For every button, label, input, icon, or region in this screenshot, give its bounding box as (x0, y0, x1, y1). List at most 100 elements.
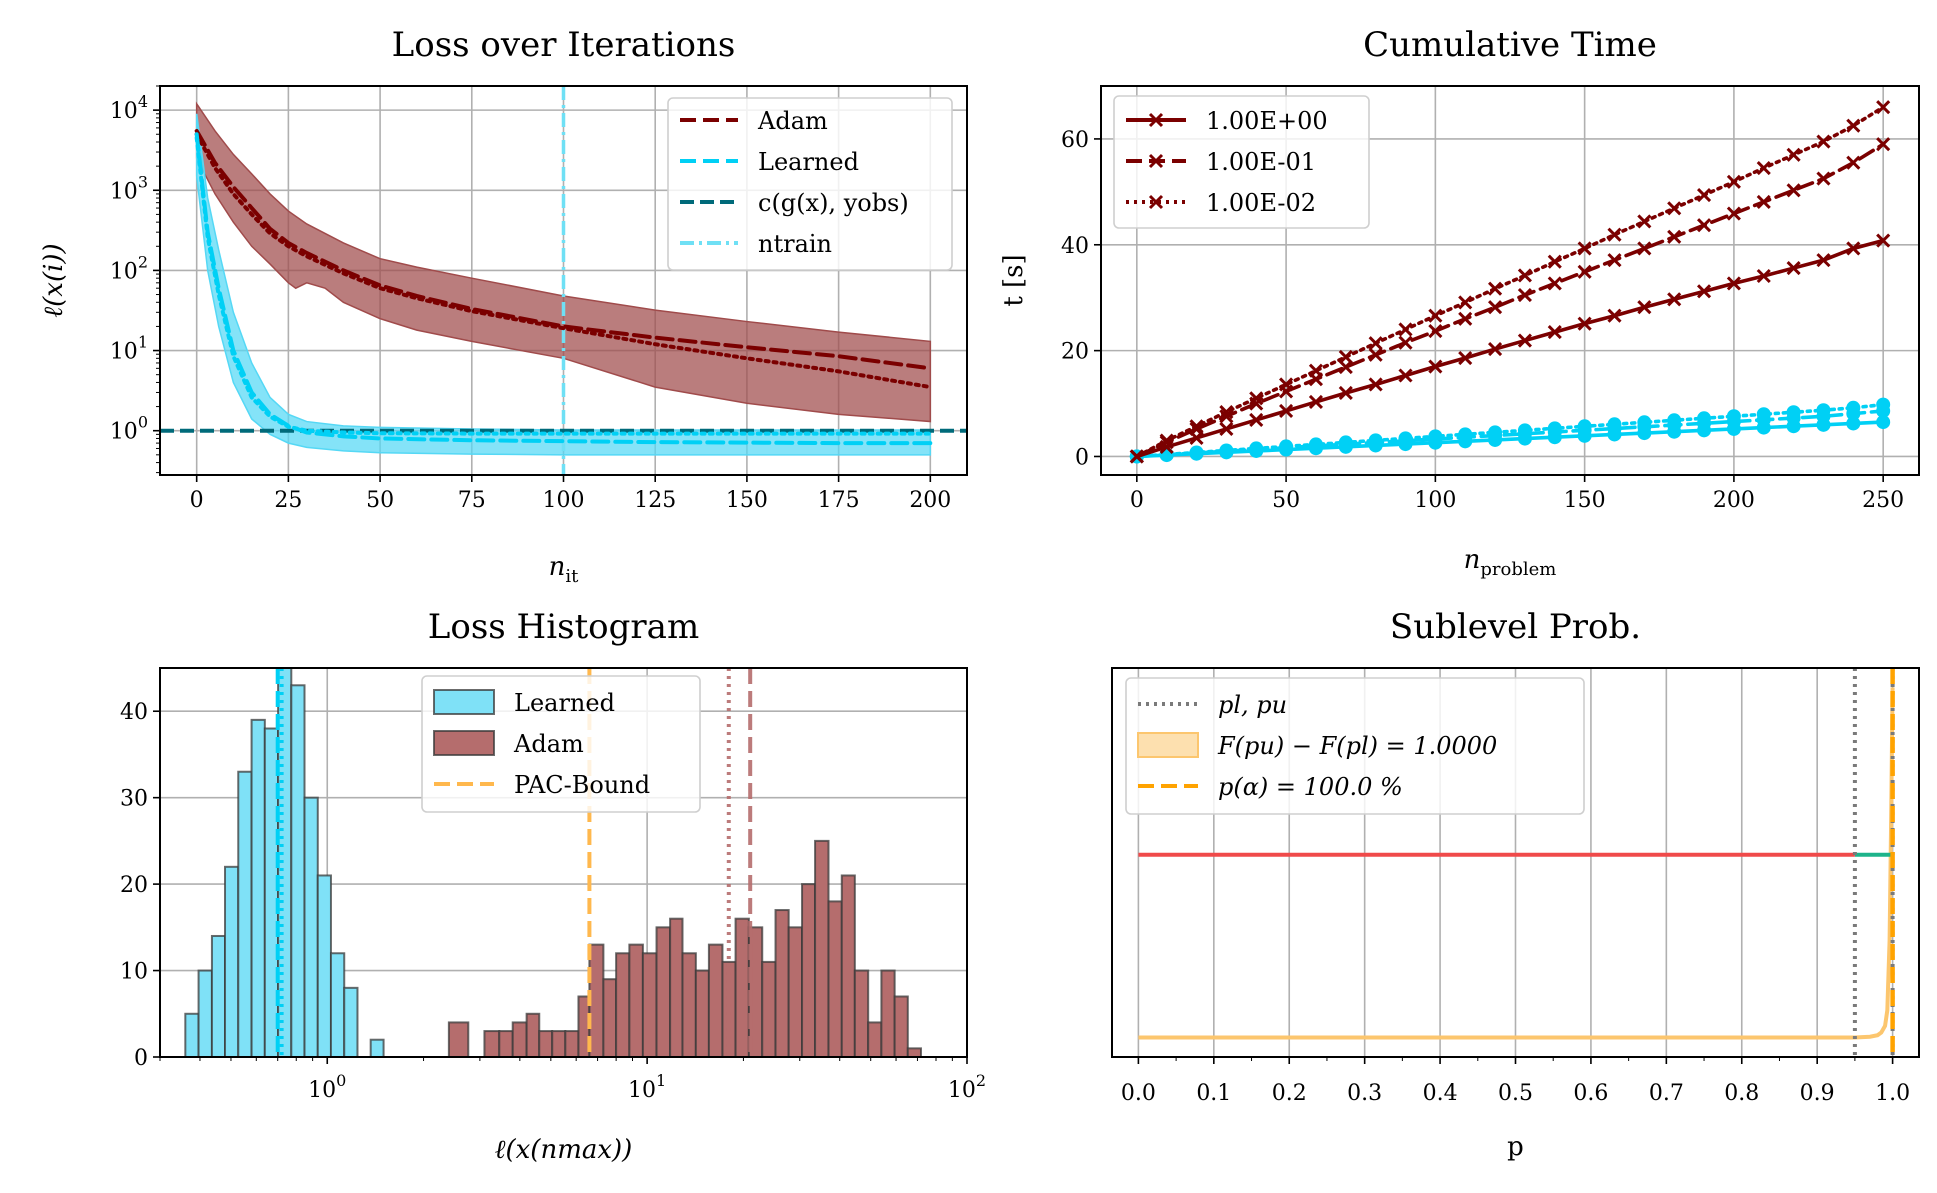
learned-band (195, 113, 932, 456)
x-tick-label: 175 (818, 488, 860, 513)
data-point (1696, 284, 1712, 299)
histogram-bar (316, 874, 332, 1057)
data-point (1517, 333, 1532, 348)
data-point (1577, 264, 1592, 279)
y-tick-label: 20 (1061, 340, 1089, 365)
y-tick-label: 40 (120, 700, 148, 725)
data-point (1577, 316, 1592, 331)
data-point (1308, 363, 1324, 378)
data-point (1159, 433, 1174, 448)
histogram-bar (551, 1030, 567, 1057)
x-tick-label: 200 (909, 488, 951, 513)
data-point (1458, 311, 1473, 326)
panel-title: Loss Histogram (428, 607, 699, 647)
x-tick-label: 50 (1272, 488, 1300, 513)
histogram-bar (483, 1030, 501, 1057)
data-point (1488, 300, 1503, 315)
y-tick-label: 40 (1061, 234, 1089, 259)
data-point (1696, 218, 1712, 233)
histogram-bar (840, 874, 856, 1057)
data-point (1756, 268, 1771, 284)
x-axis-label: nproblem (1464, 545, 1557, 580)
tick-exponent: 1 (138, 333, 148, 352)
x-tick-label: 50 (366, 488, 394, 513)
histogram-bar (602, 978, 618, 1057)
histogram-bar (210, 934, 227, 1057)
legend-label: pl, pu (1218, 691, 1287, 719)
x-tick-label: 100 (308, 1071, 346, 1103)
histogram-bar (538, 1030, 554, 1057)
cdf-curve (1138, 687, 1895, 1040)
data-point (1637, 300, 1652, 315)
panel-sublevel-prob: Sublevel Prob. 0.0 0.1 0.2 0.3 0.4 0.5 0.6 0.7 0.… (1111, 607, 1920, 1162)
x-tick-label: 101 (628, 1071, 666, 1103)
legend-frame (1113, 95, 1370, 229)
data-point (1607, 308, 1622, 323)
x-tick-label: 0.4 (1423, 1081, 1458, 1106)
data-point (1219, 421, 1234, 437)
tick-exponent: 0 (138, 413, 148, 432)
data-point (1547, 276, 1562, 291)
legend-label: Learned (758, 148, 859, 176)
legend-marker (1148, 112, 1164, 128)
histogram-bar (525, 1012, 541, 1057)
x-tick-label: 0.7 (1649, 1081, 1684, 1106)
data-point (1816, 171, 1831, 186)
data-point (1726, 174, 1741, 189)
data-point (1786, 405, 1801, 420)
data-point (1667, 201, 1682, 216)
x-tick-label: 25 (274, 488, 302, 513)
histogram-bar (827, 900, 843, 1057)
data-point (1876, 415, 1891, 430)
series-line (1135, 238, 1885, 459)
data-point (1816, 253, 1831, 268)
data-point (1398, 431, 1413, 446)
y-tick-label: 20 (120, 873, 148, 898)
tick-base: 10 (110, 420, 138, 445)
histogram-bar (343, 986, 359, 1057)
legend-label: 1.00E-02 (1206, 189, 1316, 217)
series-line (194, 128, 933, 371)
data-point (1696, 187, 1712, 203)
histogram-bar (893, 995, 909, 1057)
data-point (1756, 407, 1771, 422)
x-label-sub: problem (1480, 559, 1556, 580)
legend-frame (1125, 677, 1585, 815)
y-tick-label: 0 (1075, 445, 1089, 470)
panel-cumulative-time: Cumulative Time 0 50 100 150 200 250 0 20 40 60 npr… (999, 25, 1920, 580)
histogram-bar (184, 1012, 200, 1057)
histogram-bar (655, 926, 672, 1057)
x-tick-label: 0 (1130, 488, 1144, 513)
tick-exponent: 2 (976, 1071, 986, 1090)
histogram-bar (588, 943, 605, 1057)
y-tick-label: 60 (1061, 128, 1089, 153)
plot-area (184, 668, 922, 1057)
x-tick-label: 1.0 (1875, 1081, 1910, 1106)
x-tick-label: 150 (1564, 488, 1606, 513)
data-point (1726, 276, 1741, 291)
data-point (1786, 183, 1801, 198)
x-tick-label: 0.8 (1724, 1081, 1759, 1106)
x-axis-label: ℓ(x(nmax)) (495, 1135, 633, 1165)
x-tick-label: 125 (634, 488, 676, 513)
tick-base: 10 (308, 1078, 336, 1103)
data-point (1428, 308, 1443, 323)
series-line (194, 135, 933, 436)
x-tick-label: 102 (948, 1071, 986, 1103)
histogram-bar (564, 1030, 580, 1057)
histogram-bar (880, 969, 896, 1057)
x-tick-label: 0.9 (1800, 1081, 1835, 1106)
histogram-bar (801, 883, 817, 1057)
data-point (1279, 377, 1294, 392)
y-axis-label: t [s] (999, 254, 1029, 306)
data-point (1428, 429, 1443, 444)
histogram-bar (447, 1021, 470, 1057)
tick-exponent: 0 (336, 1071, 346, 1090)
data-point (1816, 403, 1831, 418)
histogram-bar (774, 909, 790, 1057)
data-point (1308, 394, 1324, 410)
histogram-bar (628, 943, 644, 1057)
